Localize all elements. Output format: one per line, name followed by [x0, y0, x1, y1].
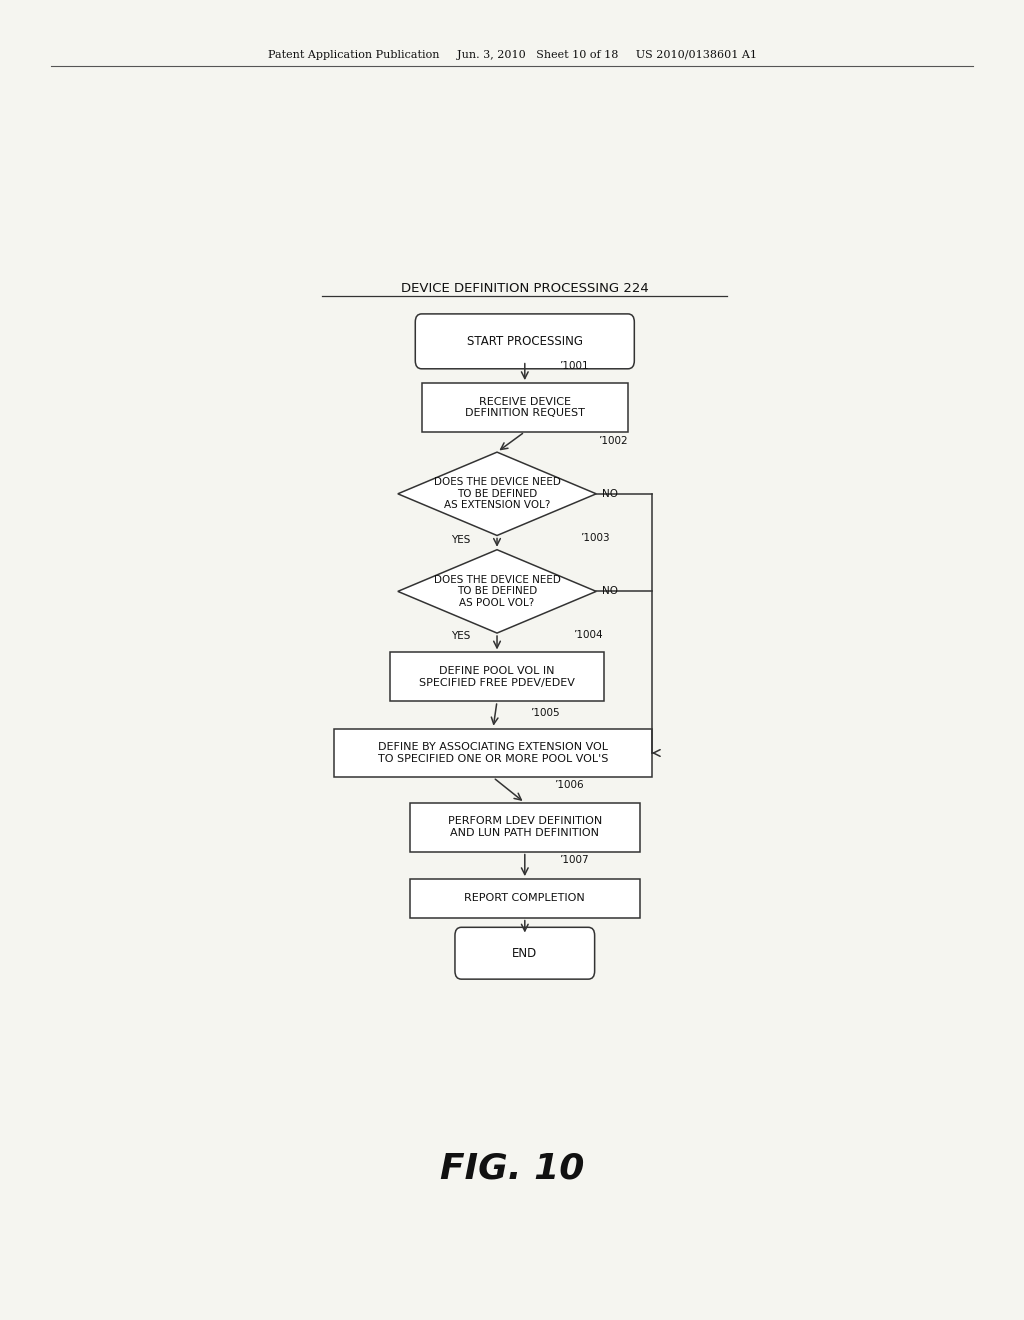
- Text: DEVICE DEFINITION PROCESSING 224: DEVICE DEFINITION PROCESSING 224: [401, 282, 648, 294]
- Text: ’1005: ’1005: [529, 709, 559, 718]
- Text: RECEIVE DEVICE
DEFINITION REQUEST: RECEIVE DEVICE DEFINITION REQUEST: [465, 396, 585, 418]
- Text: END: END: [512, 946, 538, 960]
- Text: ’1007: ’1007: [559, 855, 589, 865]
- Polygon shape: [397, 453, 596, 536]
- Text: DOES THE DEVICE NEED
TO BE DEFINED
AS EXTENSION VOL?: DOES THE DEVICE NEED TO BE DEFINED AS EX…: [433, 478, 560, 511]
- Text: YES: YES: [452, 631, 471, 642]
- Text: ’1004: ’1004: [573, 630, 603, 640]
- Text: START PROCESSING: START PROCESSING: [467, 335, 583, 348]
- Text: Patent Application Publication     Jun. 3, 2010   Sheet 10 of 18     US 2010/013: Patent Application Publication Jun. 3, 2…: [267, 50, 757, 61]
- Bar: [334, 729, 652, 777]
- Text: NO: NO: [602, 586, 617, 597]
- Text: DEFINE POOL VOL IN
SPECIFIED FREE PDEV/EDEV: DEFINE POOL VOL IN SPECIFIED FREE PDEV/E…: [419, 667, 574, 688]
- Text: NO: NO: [602, 488, 617, 499]
- Polygon shape: [397, 549, 596, 634]
- Text: ’1003: ’1003: [581, 532, 610, 543]
- Text: DEFINE BY ASSOCIATING EXTENSION VOL
TO SPECIFIED ONE OR MORE POOL VOL'S: DEFINE BY ASSOCIATING EXTENSION VOL TO S…: [378, 742, 608, 764]
- Text: REPORT COMPLETION: REPORT COMPLETION: [465, 894, 585, 903]
- Text: ’1002: ’1002: [598, 436, 628, 446]
- Text: YES: YES: [452, 535, 471, 545]
- Bar: [390, 652, 604, 701]
- Text: ’1006: ’1006: [554, 780, 584, 789]
- Bar: [422, 383, 628, 432]
- FancyBboxPatch shape: [455, 928, 595, 979]
- Text: PERFORM LDEV DEFINITION
AND LUN PATH DEFINITION: PERFORM LDEV DEFINITION AND LUN PATH DEF…: [447, 816, 602, 838]
- Bar: [410, 803, 640, 851]
- Bar: [410, 879, 640, 917]
- Text: ’1001: ’1001: [559, 360, 589, 371]
- Text: DOES THE DEVICE NEED
TO BE DEFINED
AS POOL VOL?: DOES THE DEVICE NEED TO BE DEFINED AS PO…: [433, 574, 560, 609]
- Text: FIG. 10: FIG. 10: [440, 1151, 584, 1185]
- FancyBboxPatch shape: [416, 314, 634, 368]
